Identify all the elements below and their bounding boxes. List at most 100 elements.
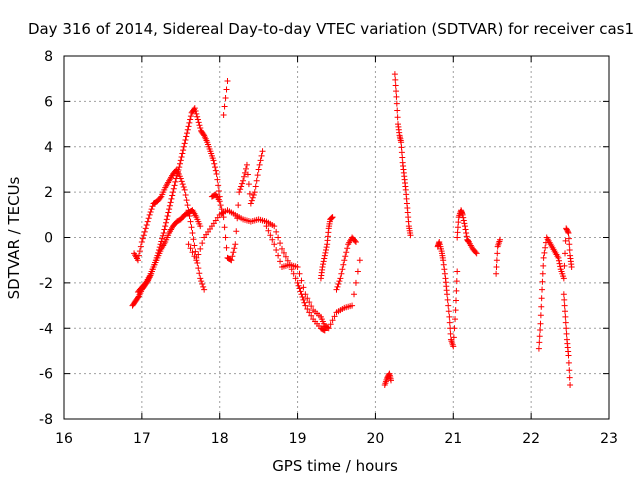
data-point <box>541 249 548 256</box>
data-point <box>407 232 414 239</box>
data-point <box>555 254 562 261</box>
series-arc2 <box>131 166 208 293</box>
data-point <box>538 303 545 310</box>
data-point <box>331 313 338 320</box>
data-point <box>453 287 460 294</box>
data-point <box>565 235 572 242</box>
data-point <box>301 299 308 306</box>
data-point <box>561 296 568 303</box>
data-point <box>251 189 258 196</box>
data-point <box>562 313 569 320</box>
data-point <box>256 161 263 168</box>
data-point <box>557 263 564 270</box>
data-point <box>185 241 192 248</box>
data-point <box>452 307 459 314</box>
data-point <box>137 243 144 250</box>
data-point <box>241 173 248 180</box>
data-point <box>463 229 470 236</box>
series-arc11 <box>391 71 414 239</box>
data-point <box>455 219 462 226</box>
data-point <box>273 228 280 235</box>
data-point <box>322 249 329 256</box>
data-point <box>388 377 394 384</box>
data-point <box>149 203 156 210</box>
data-point <box>444 296 451 303</box>
x-axis-label: GPS time / hours <box>272 457 398 475</box>
data-point <box>321 255 328 262</box>
data-point <box>445 308 452 315</box>
data-point <box>304 295 311 302</box>
data-point <box>393 93 400 100</box>
data-point <box>294 279 301 286</box>
data-point <box>351 291 358 298</box>
data-point <box>135 252 142 259</box>
data-point <box>178 178 185 185</box>
data-point <box>172 178 179 185</box>
data-point <box>233 228 240 235</box>
data-point <box>210 157 217 164</box>
data-point <box>299 294 306 301</box>
data-point <box>191 105 198 112</box>
data-point <box>566 374 573 381</box>
data-point <box>339 266 346 273</box>
data-point <box>562 250 569 257</box>
x-tick-label: 23 <box>600 431 618 447</box>
data-point <box>254 172 261 179</box>
data-point <box>493 270 500 277</box>
data-point <box>180 143 187 150</box>
data-point <box>230 249 237 256</box>
data-point <box>247 200 254 207</box>
data-point <box>253 177 260 184</box>
data-point <box>394 107 401 114</box>
data-point <box>556 260 563 267</box>
data-point <box>472 249 479 256</box>
data-point <box>182 191 189 198</box>
data-point <box>235 202 242 209</box>
data-point <box>282 253 289 260</box>
data-point <box>321 327 328 334</box>
data-point <box>320 261 327 268</box>
data-point <box>181 140 188 147</box>
data-point <box>220 214 227 221</box>
data-point <box>391 71 398 78</box>
data-point <box>342 253 349 260</box>
data-point <box>444 291 451 298</box>
data-point <box>183 197 190 204</box>
data-point <box>398 144 405 151</box>
data-point <box>452 316 459 323</box>
data-point <box>159 232 166 239</box>
data-point <box>267 232 274 239</box>
data-point <box>399 154 406 161</box>
series-arc10 <box>381 370 394 388</box>
data-point <box>352 279 359 286</box>
data-point <box>177 157 184 164</box>
data-point <box>565 352 572 359</box>
y-tick-label: -8 <box>39 412 53 428</box>
series-arc13 <box>454 207 480 257</box>
y-tick-label: 2 <box>44 185 53 201</box>
data-point <box>327 321 334 328</box>
data-point <box>236 189 243 196</box>
data-point <box>238 183 245 190</box>
data-point <box>493 257 500 264</box>
data-point <box>349 302 356 309</box>
x-tick-label: 22 <box>522 431 540 447</box>
data-point <box>243 161 250 168</box>
data-point <box>563 325 570 332</box>
data-point <box>352 239 359 246</box>
data-point <box>340 261 347 268</box>
data-point <box>277 240 284 247</box>
data-point <box>218 206 225 213</box>
data-point <box>561 262 568 269</box>
data-point <box>336 278 343 285</box>
data-point <box>167 199 174 206</box>
data-point <box>234 215 241 222</box>
data-point <box>166 206 173 213</box>
data-point <box>139 235 146 242</box>
data-point <box>392 82 399 89</box>
data-point <box>194 113 201 120</box>
y-tick-label: 0 <box>44 231 53 247</box>
data-point <box>179 150 186 157</box>
data-point <box>142 225 149 232</box>
